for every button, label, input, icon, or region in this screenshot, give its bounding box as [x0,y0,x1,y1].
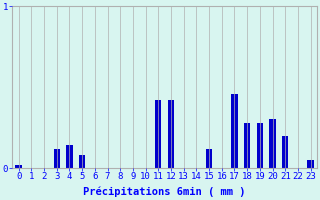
Bar [231,94,238,168]
Bar [308,160,314,168]
Bar [282,136,288,168]
Bar [269,119,276,168]
Bar [15,165,22,168]
Bar [79,155,85,168]
Bar [155,100,162,168]
Bar [168,100,174,168]
Bar [244,123,250,168]
Bar [53,149,60,168]
Bar [66,145,73,168]
X-axis label: Précipitations 6min ( mm ): Précipitations 6min ( mm ) [84,187,246,197]
Bar [206,149,212,168]
Bar [257,123,263,168]
